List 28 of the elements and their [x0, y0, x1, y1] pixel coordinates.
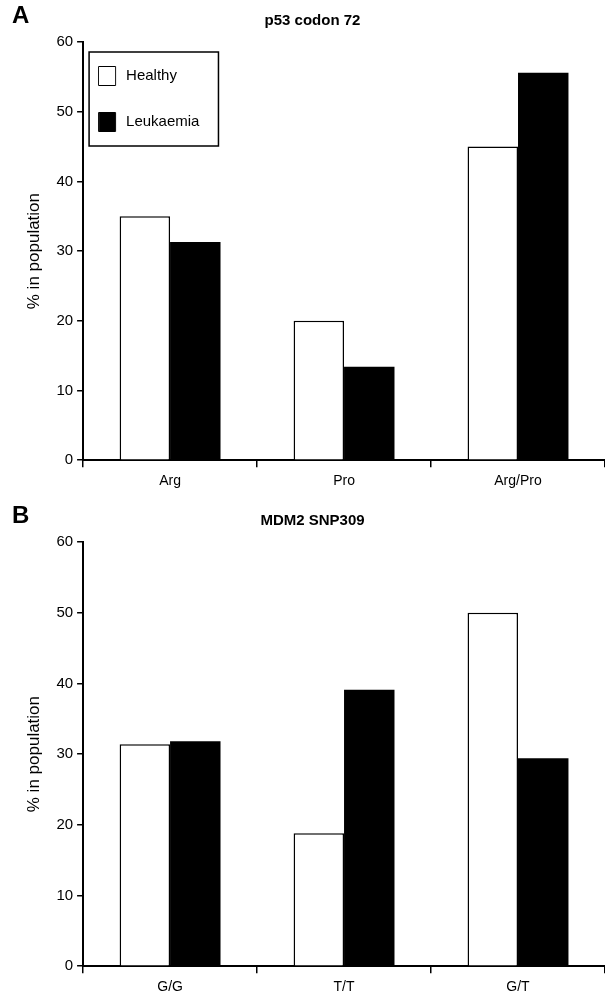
- legend-label: Leukaemia: [126, 112, 201, 130]
- x-tick-label: G/T: [506, 978, 531, 995]
- y-tick-label: 20: [56, 814, 74, 832]
- y-tick-label: 20: [56, 310, 74, 328]
- x-tick-label: Pro: [333, 472, 356, 489]
- legend-label: Healthy: [126, 66, 178, 84]
- y-tick-label: 50: [56, 602, 74, 620]
- y-tick-label: 10: [56, 885, 74, 903]
- x-tick-label: G/G: [157, 978, 183, 995]
- y-tick-label: 30: [56, 744, 74, 762]
- x-tick-label: T/T: [333, 978, 355, 995]
- y-axis-title: % in population: [23, 192, 43, 310]
- y-tick-label: 0: [64, 956, 74, 974]
- chart-title: p53 codon 72: [264, 11, 361, 29]
- x-tick-label: Arg: [159, 472, 181, 489]
- y-tick-label: 40: [56, 673, 74, 691]
- y-tick-label: 60: [56, 532, 74, 550]
- y-tick-label: 50: [56, 101, 74, 119]
- y-tick-label: 30: [56, 241, 74, 259]
- y-tick-label: 10: [56, 380, 74, 398]
- y-tick-label: 60: [56, 32, 74, 50]
- y-axis-title: % in population: [23, 695, 43, 813]
- y-tick-label: 0: [64, 450, 74, 468]
- text: B: [12, 500, 30, 528]
- y-tick-label: 40: [56, 171, 74, 189]
- chart-title: MDM2 SNP309: [260, 511, 365, 529]
- x-tick-label: Arg/Pro: [494, 472, 542, 489]
- text: A: [12, 0, 30, 28]
